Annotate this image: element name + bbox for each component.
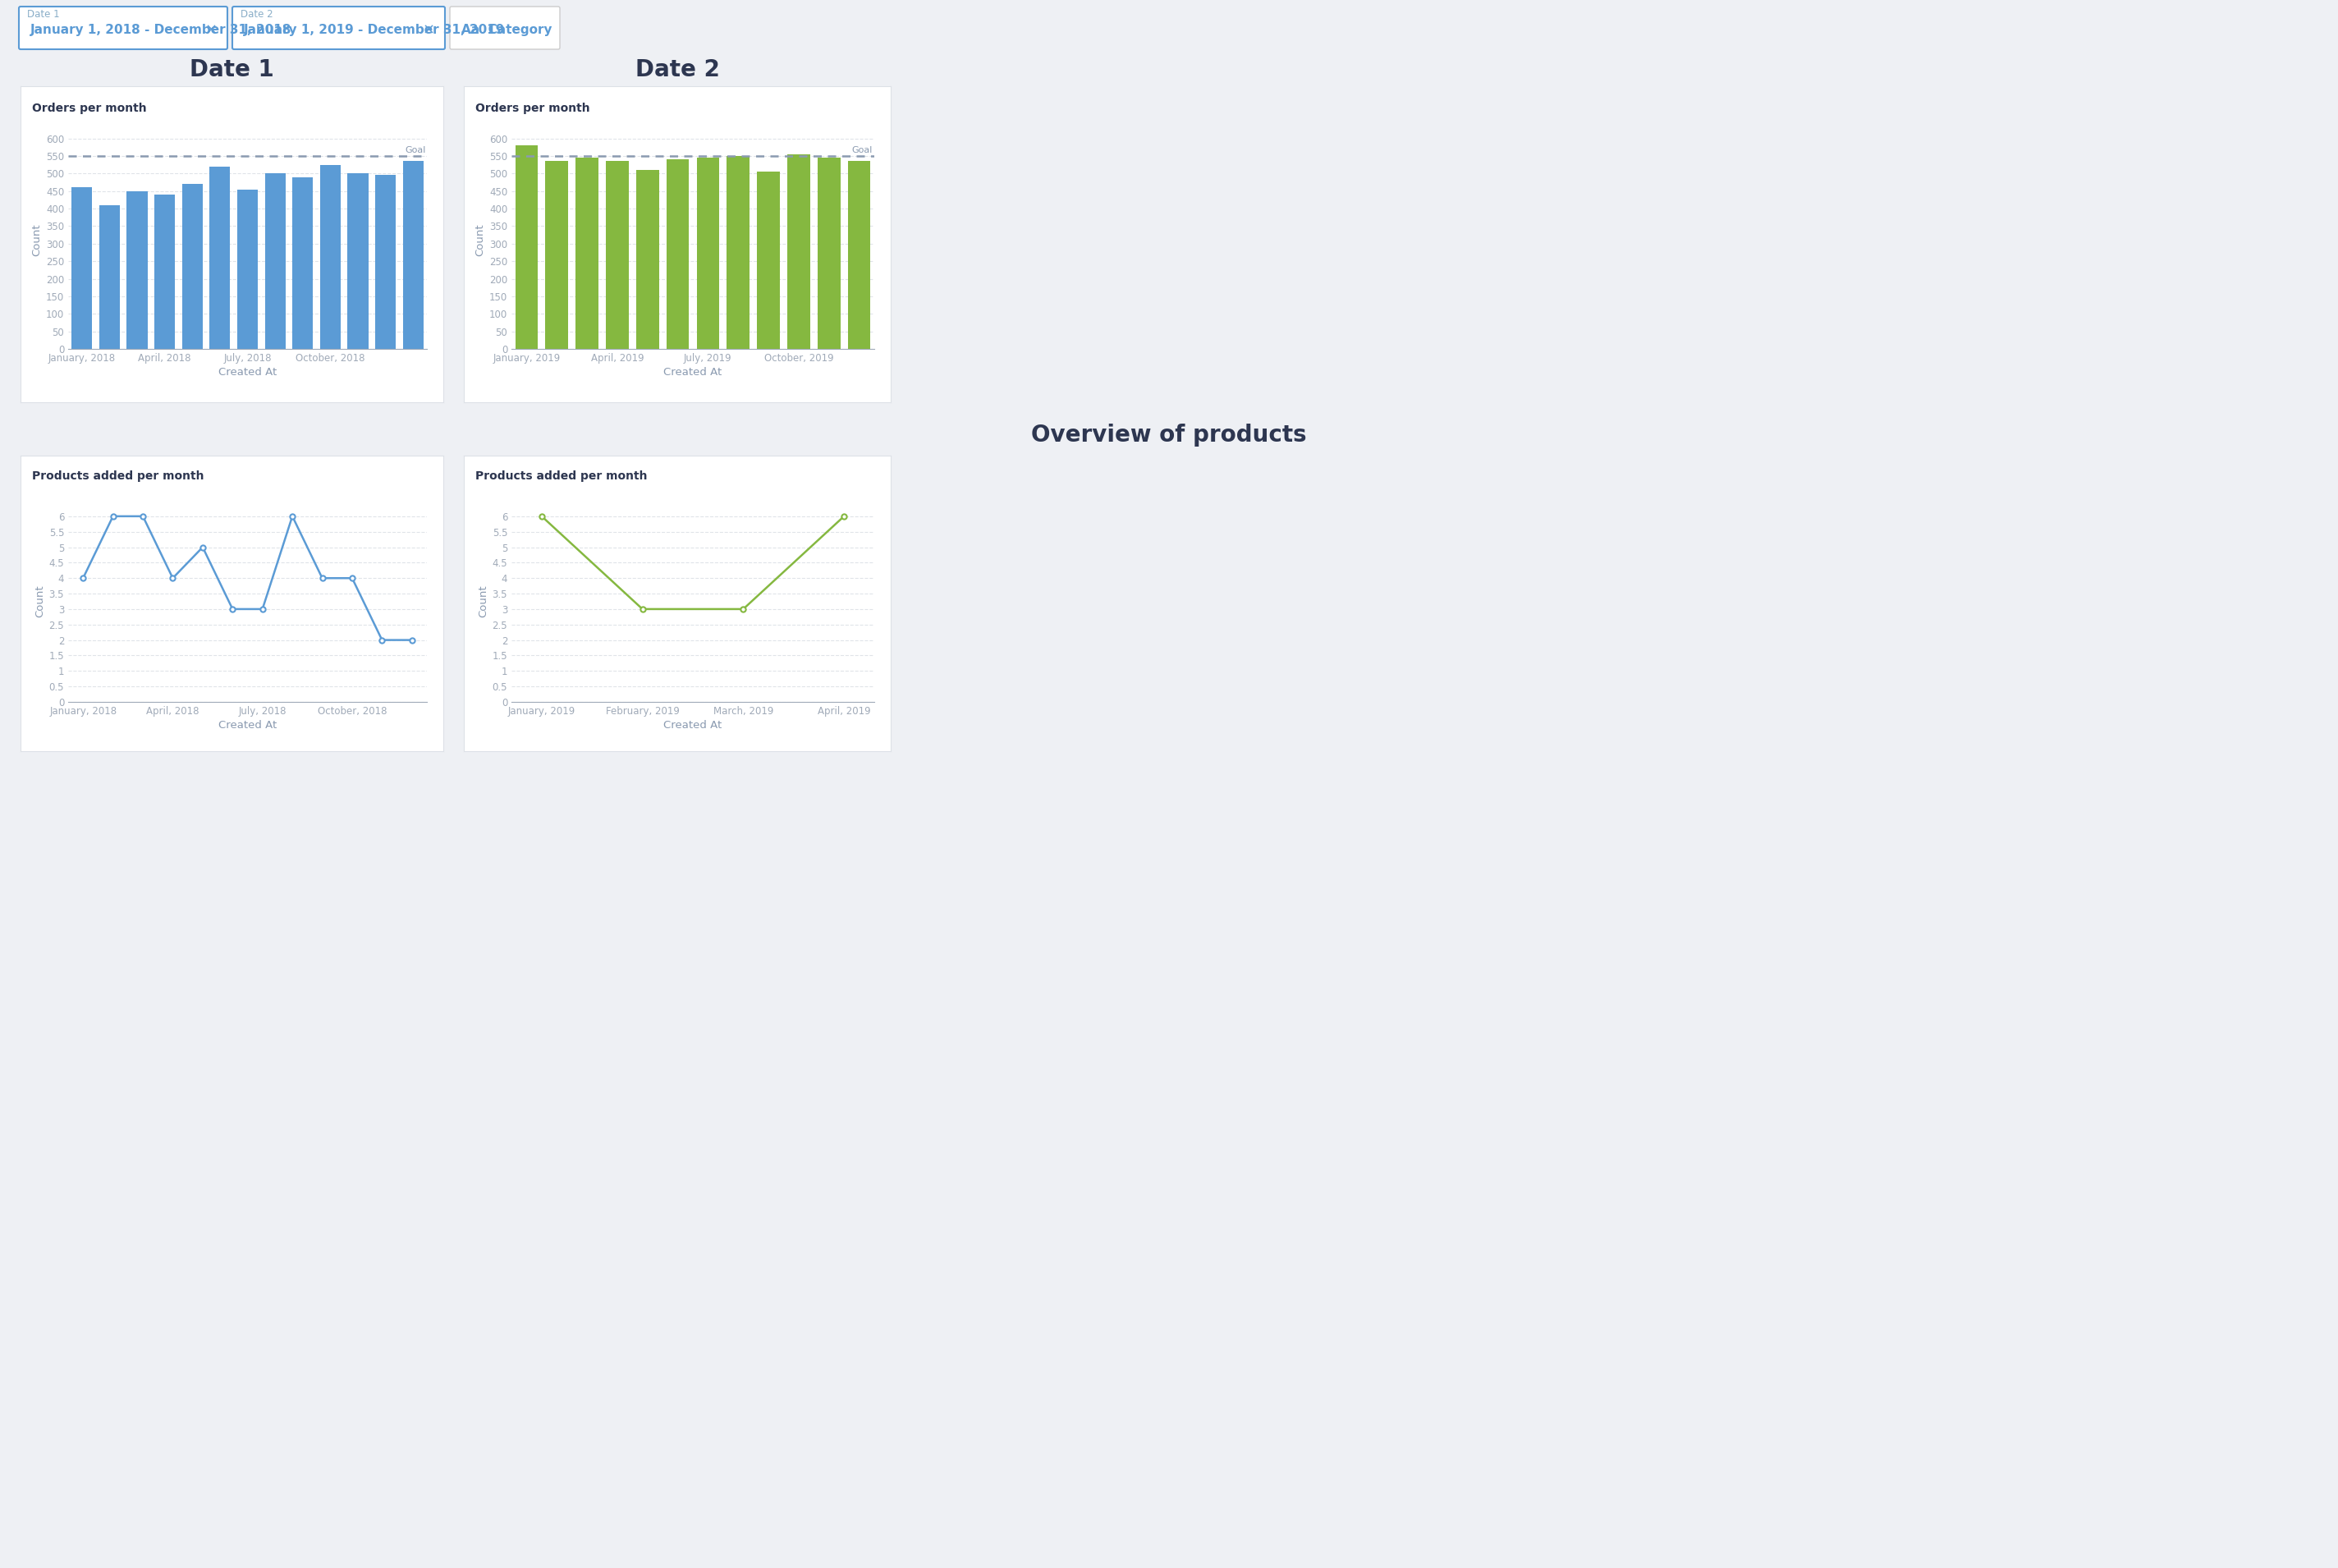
Text: ×: × [423,24,435,38]
Text: January 1, 2018 - December 31, 2018: January 1, 2018 - December 31, 2018 [30,24,292,36]
Bar [374,176,395,350]
Bar [727,155,750,350]
Text: Overview of products: Overview of products [1031,423,1307,447]
Text: Date 2: Date 2 [636,58,720,82]
Bar [348,174,369,350]
Text: January 1, 2019 - December 31, 2019: January 1, 2019 - December 31, 2019 [243,24,505,36]
X-axis label: Created At: Created At [664,367,722,378]
FancyBboxPatch shape [19,6,227,49]
Bar [154,194,175,350]
Text: Date 2: Date 2 [241,9,274,20]
X-axis label: Created At: Created At [217,367,276,378]
Bar [545,162,568,350]
X-axis label: Created At: Created At [664,720,722,731]
Bar [264,174,285,350]
Text: ×: × [206,24,217,38]
Bar [514,146,538,350]
Bar [210,166,229,350]
Bar [849,162,870,350]
Text: Date 1: Date 1 [28,9,61,20]
Y-axis label: Count: Count [35,585,44,618]
Bar [575,158,599,350]
Bar [236,190,257,350]
Bar [697,158,720,350]
Bar [98,205,119,350]
X-axis label: Created At: Created At [217,720,276,731]
Text: Aa  Category: Aa Category [461,24,552,36]
Bar [636,169,659,350]
Text: Orders per month: Orders per month [33,102,147,114]
Text: Date 1: Date 1 [189,58,274,82]
Y-axis label: Count: Count [33,224,42,257]
Bar [818,158,839,350]
FancyBboxPatch shape [449,6,559,49]
Text: Goal: Goal [404,146,426,155]
Bar [402,162,423,350]
Y-axis label: Count: Count [475,224,486,257]
Text: Products added per month: Products added per month [475,470,648,481]
FancyBboxPatch shape [231,6,444,49]
Text: Products added per month: Products added per month [33,470,203,481]
Bar [320,165,341,350]
Y-axis label: Count: Count [477,585,489,618]
Bar [788,154,809,350]
Bar [292,177,313,350]
Bar [126,191,147,350]
Text: Orders per month: Orders per month [475,102,589,114]
Text: Goal: Goal [851,146,872,155]
Bar [606,162,629,350]
Bar [72,188,91,350]
Bar [666,160,690,350]
Bar [182,183,203,350]
Bar [758,172,781,350]
